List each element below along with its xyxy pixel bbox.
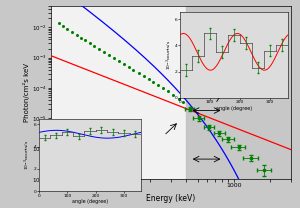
- Bar: [186, 6, 291, 179]
- Y-axis label: Photon/cm²s keV: Photon/cm²s keV: [22, 63, 29, 122]
- Y-axis label: $10^{-3}$counts/s: $10^{-3}$counts/s: [23, 140, 32, 170]
- X-axis label: Energy (keV): Energy (keV): [146, 194, 196, 203]
- X-axis label: angle (degree): angle (degree): [72, 199, 108, 204]
- Y-axis label: $10^{-3}$counts/s: $10^{-3}$counts/s: [164, 40, 173, 70]
- X-axis label: angle (degree): angle (degree): [216, 105, 252, 110]
